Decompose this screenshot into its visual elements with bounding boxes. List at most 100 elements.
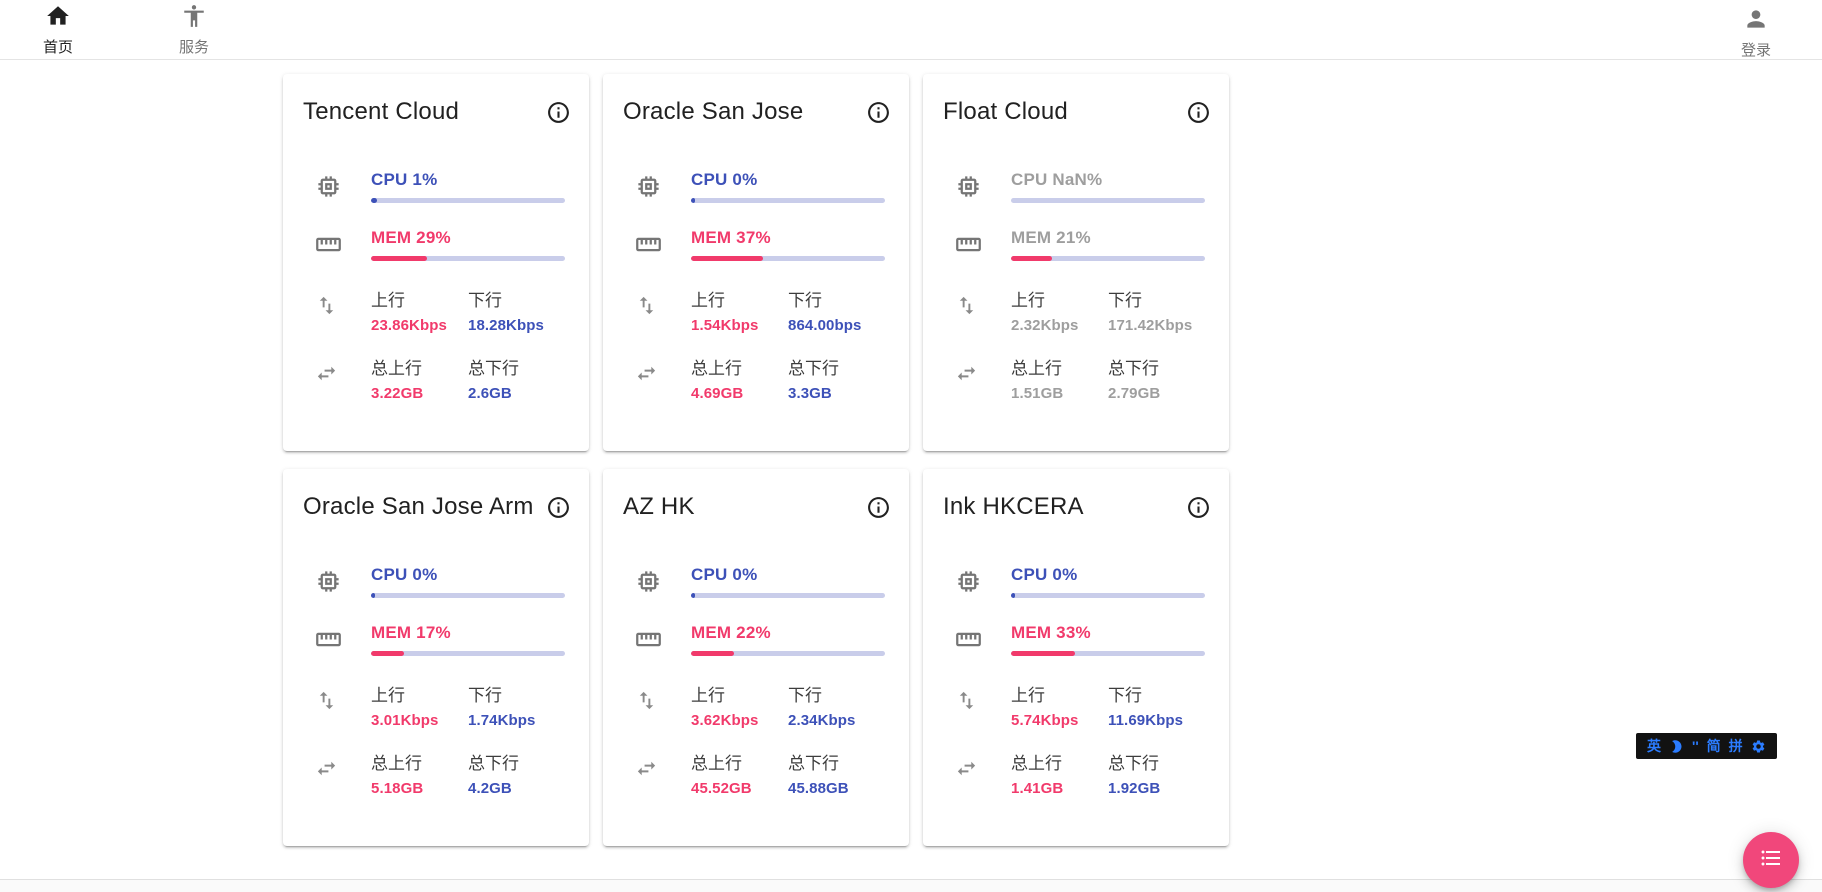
server-card: Tencent Cloud CPU 1% — [283, 74, 589, 451]
upload-label: 上行 — [691, 686, 725, 705]
total-row: 总上行 3.22GB 总下行 2.6GB — [283, 354, 589, 402]
total-row: 总上行 4.69GB 总下行 3.3GB — [603, 354, 909, 402]
server-card: Oracle San Jose Arm CPU 0% — [283, 469, 589, 846]
total-download-value: 1.92GB — [1108, 780, 1161, 797]
info-icon[interactable] — [1186, 495, 1211, 520]
total-download-value: 45.88GB — [788, 780, 849, 797]
cpu-usage-label: CPU 0% — [1011, 565, 1078, 584]
total-download-value: 3.3GB — [788, 385, 832, 402]
cpu-progressbar — [371, 593, 565, 598]
cpu-chip-icon — [635, 173, 665, 200]
ime-punctuation-toggle[interactable]: '' — [1692, 738, 1699, 754]
download-speed-value: 1.74Kbps — [468, 712, 536, 729]
download-label: 下行 — [788, 686, 822, 705]
upload-speed-value: 23.86Kbps — [371, 317, 447, 334]
swap-horizontal-icon — [635, 757, 665, 780]
input-method-bar[interactable]: 英 '' 简 拼 — [1636, 733, 1777, 759]
server-name: Tencent Cloud — [303, 98, 460, 125]
nav-item-login[interactable]: 登录 — [1726, 6, 1786, 60]
info-icon[interactable] — [546, 495, 571, 520]
mem-progressbar — [371, 256, 565, 261]
total-row: 总上行 5.18GB 总下行 4.2GB — [283, 749, 589, 797]
server-card: Float Cloud CPU NaN% — [923, 74, 1229, 451]
mem-progress-fill — [371, 651, 404, 656]
total-upload-label: 总上行 — [691, 754, 742, 773]
info-icon[interactable] — [1186, 100, 1211, 125]
cpu-chip-icon — [955, 173, 985, 200]
speed-row: 上行 3.01Kbps 下行 1.74Kbps — [283, 681, 589, 729]
upload-speed-value: 3.01Kbps — [371, 712, 439, 729]
mem-row: MEM 22% — [603, 623, 909, 656]
ruler-icon — [955, 626, 985, 653]
mem-progress-fill — [371, 256, 428, 261]
total-download-label: 总下行 — [1108, 754, 1159, 773]
upload-speed-value: 1.54Kbps — [691, 317, 759, 334]
cpu-usage-label: CPU 0% — [691, 565, 758, 584]
card-header: Tencent Cloud — [283, 74, 589, 126]
cpu-chip-icon — [955, 568, 985, 595]
ruler-icon — [635, 626, 665, 653]
speed-row: 上行 5.74Kbps 下行 11.69Kbps — [923, 681, 1229, 729]
download-label: 下行 — [788, 291, 822, 310]
nav-item-home[interactable]: 首页 — [28, 3, 88, 57]
download-speed-value: 2.34Kbps — [788, 712, 856, 729]
card-header: Float Cloud — [923, 74, 1229, 126]
ruler-icon — [635, 231, 665, 258]
upload-label: 上行 — [1011, 291, 1045, 310]
speed-row: 上行 23.86Kbps 下行 18.28Kbps — [283, 286, 589, 334]
mem-progressbar — [1011, 256, 1205, 261]
swap-horizontal-icon — [955, 757, 985, 780]
info-icon[interactable] — [866, 100, 891, 125]
cpu-row: CPU 0% — [603, 565, 909, 598]
total-upload-value: 3.22GB — [371, 385, 424, 402]
cpu-row: CPU 0% — [283, 565, 589, 598]
nav-item-service[interactable]: 服务 — [164, 3, 224, 57]
cpu-progress-fill — [371, 198, 377, 203]
cpu-progress-fill — [1011, 593, 1015, 598]
total-download-label: 总下行 — [468, 754, 519, 773]
total-download-value: 4.2GB — [468, 780, 512, 797]
swap-horizontal-icon — [315, 362, 345, 385]
mem-row: MEM 21% — [923, 228, 1229, 261]
download-label: 下行 — [468, 686, 502, 705]
total-row: 总上行 1.51GB 总下行 2.79GB — [923, 354, 1229, 402]
download-label: 下行 — [468, 291, 502, 310]
total-upload-label: 总上行 — [691, 359, 742, 378]
cpu-row: CPU 0% — [923, 565, 1229, 598]
card-header: Ink HKCERA — [923, 469, 1229, 521]
upload-label: 上行 — [691, 291, 725, 310]
mem-progressbar — [691, 256, 885, 261]
server-card: Oracle San Jose CPU 0% — [603, 74, 909, 451]
server-list-fab-button[interactable] — [1743, 832, 1799, 888]
total-upload-value: 1.51GB — [1011, 385, 1064, 402]
card-header: Oracle San Jose Arm — [283, 469, 589, 521]
total-upload-label: 总上行 — [371, 754, 422, 773]
gear-icon[interactable] — [1751, 739, 1766, 754]
card-header: AZ HK — [603, 469, 909, 521]
speed-row: 上行 2.32Kbps 下行 171.42Kbps — [923, 286, 1229, 334]
list-icon — [1759, 846, 1783, 875]
ruler-icon — [315, 626, 345, 653]
mem-progressbar — [371, 651, 565, 656]
nav-service-label: 服务 — [178, 38, 209, 56]
cpu-row: CPU 0% — [603, 170, 909, 203]
moon-icon[interactable] — [1669, 739, 1684, 754]
upload-label: 上行 — [371, 686, 405, 705]
mem-usage-label: MEM 21% — [1011, 228, 1091, 247]
cpu-chip-icon — [635, 568, 665, 595]
ime-pinyin-toggle[interactable]: 拼 — [1728, 738, 1743, 754]
ime-simplified-toggle[interactable]: 简 — [1706, 738, 1721, 754]
info-icon[interactable] — [546, 100, 571, 125]
ime-language-toggle[interactable]: 英 — [1647, 738, 1661, 754]
mem-row: MEM 33% — [923, 623, 1229, 656]
mem-progress-fill — [1011, 651, 1076, 656]
cpu-progressbar — [1011, 593, 1205, 598]
upload-speed-value: 5.74Kbps — [1011, 712, 1079, 729]
total-upload-value: 1.41GB — [1011, 780, 1064, 797]
cpu-progress-fill — [691, 198, 695, 203]
ruler-icon — [315, 231, 345, 258]
mem-usage-label: MEM 37% — [691, 228, 771, 247]
upload-speed-value: 3.62Kbps — [691, 712, 759, 729]
download-label: 下行 — [1108, 686, 1142, 705]
info-icon[interactable] — [866, 495, 891, 520]
